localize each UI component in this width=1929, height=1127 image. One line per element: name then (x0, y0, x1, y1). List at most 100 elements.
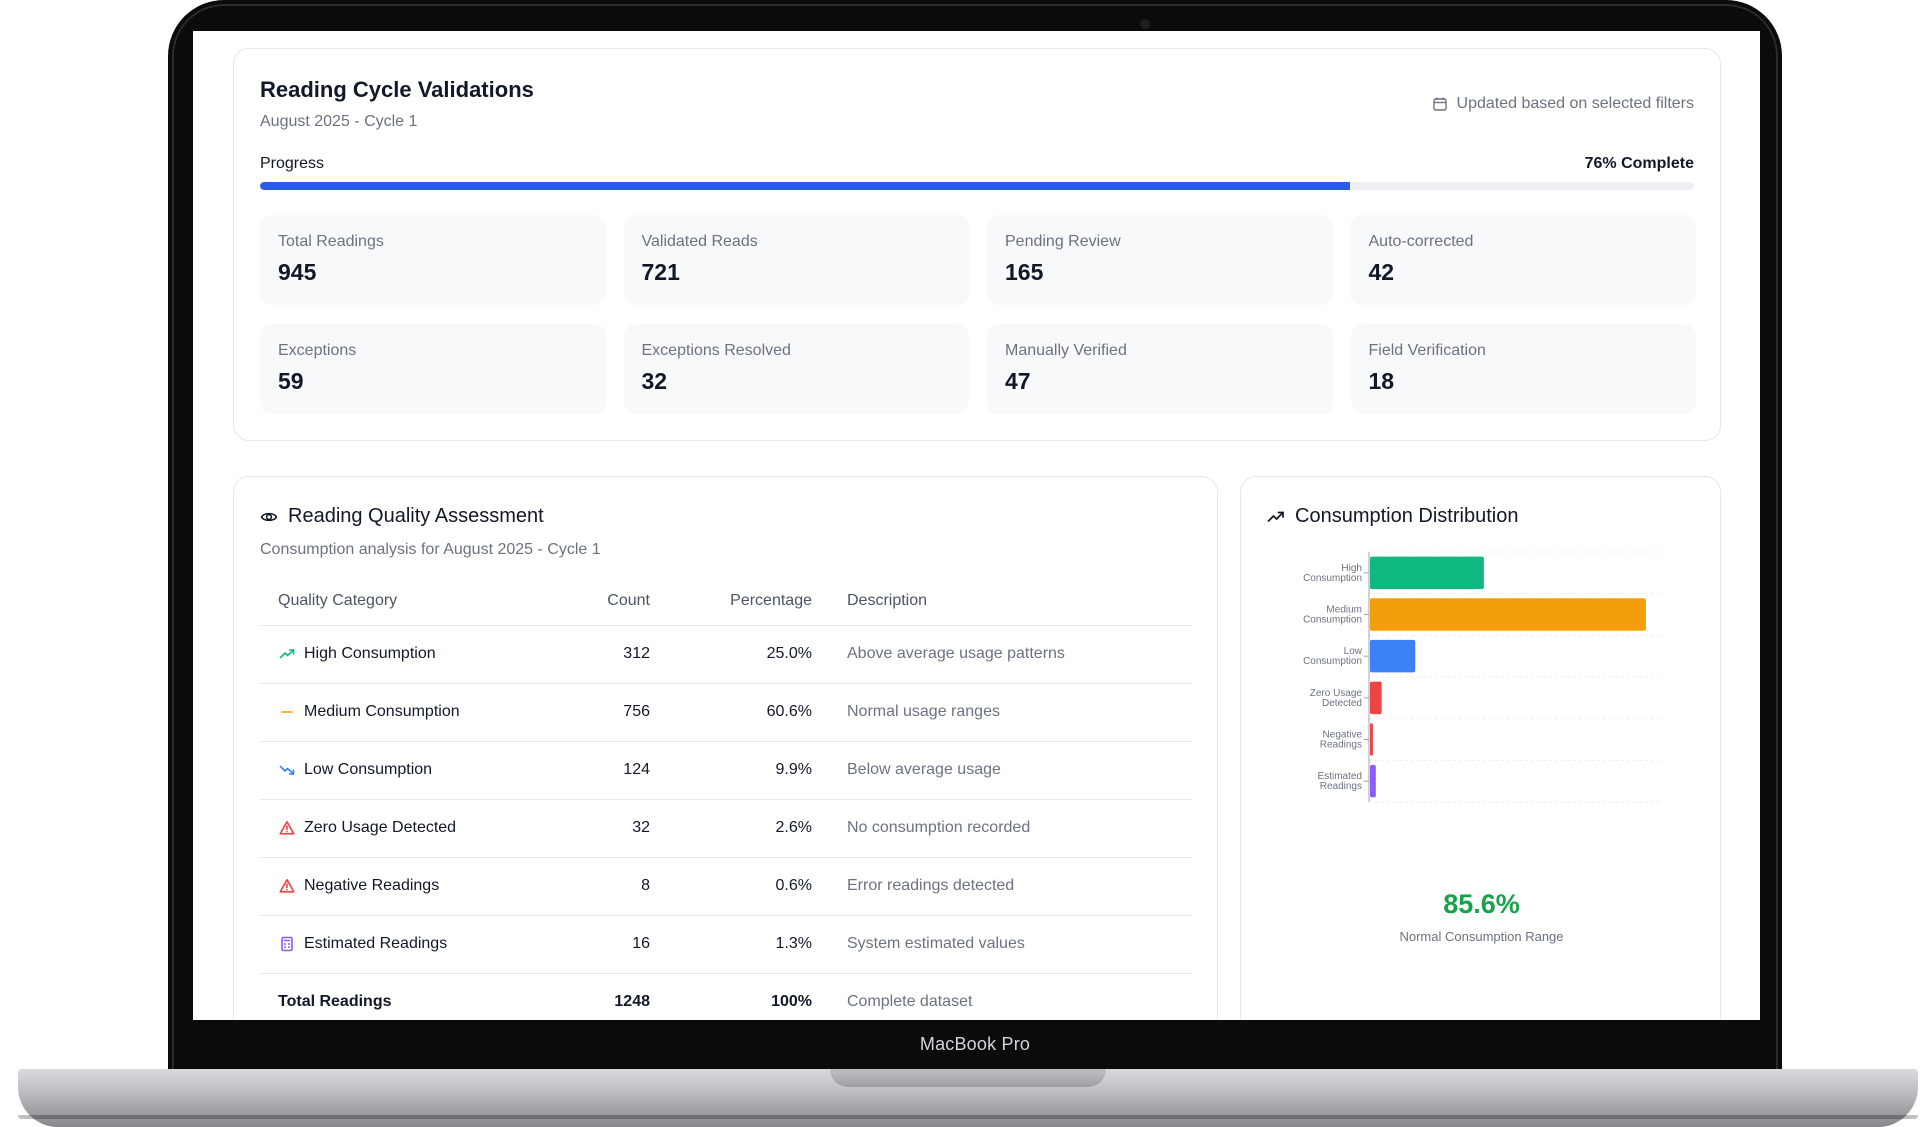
col-header-count[interactable]: Count (560, 577, 650, 626)
laptop-notch (830, 1069, 1106, 1087)
stat-label: Exceptions Resolved (641, 342, 791, 359)
chart-bar[interactable] (1370, 723, 1373, 756)
chart-tick-label: Low Consumption (1303, 646, 1363, 667)
quality-assessment-card: Reading Quality Assessment Consumption a… (233, 476, 1218, 1020)
stat-value: 59 (278, 368, 304, 394)
stat-value: 721 (641, 259, 680, 285)
table-row[interactable]: Zero Usage Detected 32 2.6% No consumption … (260, 799, 1192, 858)
stat-label: Auto-corrected (1368, 233, 1474, 250)
cell-count: 16 (560, 915, 650, 974)
chart-tick-label: Estimated Readings (1318, 771, 1362, 792)
page-title: Reading Cycle Validations (260, 77, 534, 102)
progress-value: 76% Complete (1584, 155, 1694, 172)
total-percentage: 100% (771, 993, 812, 1011)
cell-percentage: 9.9% (650, 741, 812, 800)
category-label: Low Consumption (304, 761, 433, 778)
category-label: High Consumption (304, 645, 436, 662)
col-header-description[interactable]: Description (812, 577, 1192, 626)
chart-bar[interactable] (1370, 598, 1646, 631)
total-count: 1248 (614, 993, 650, 1011)
total-label: Total Readings (278, 993, 392, 1011)
stat-label: Validated Reads (641, 233, 758, 250)
cell-category: Medium Consumption (260, 683, 560, 742)
cell-description: Below average usage (812, 741, 1192, 800)
eye-icon (260, 508, 278, 526)
quality-title: Reading Quality Assessment (260, 505, 544, 528)
distribution-chart: High Consumption Medium Consumption Low Consu… (1303, 551, 1661, 803)
table-row[interactable]: Low Consumption 124 9.9% Below average usag… (260, 741, 1192, 800)
cell-category: Low Consumption (260, 741, 560, 800)
stat-card: Auto-corrected 42 (1350, 215, 1696, 305)
cell-count: 8 (560, 857, 650, 916)
cell-count: 312 (560, 625, 650, 684)
consumption-distribution-card: Consumption Distribution High Consumption… (1240, 476, 1721, 1020)
cell-percentage: 60.6% (650, 683, 812, 742)
chart-bar[interactable] (1370, 764, 1376, 798)
cell-description: No consumption recorded (812, 799, 1192, 858)
trending-up-icon (278, 645, 296, 663)
table-row[interactable]: Estimated Readings 16 1.3% System estimated… (260, 915, 1192, 974)
trending-up-icon (1267, 508, 1285, 526)
screen: Reading Cycle Validations August 2025 - … (193, 31, 1760, 1020)
stat-card: Exceptions 59 (260, 324, 606, 414)
calendar-icon (1431, 95, 1449, 113)
stat-value: 945 (278, 259, 317, 285)
stat-label: Total Readings (278, 233, 384, 250)
cell-description: Normal usage ranges (812, 683, 1192, 742)
distribution-title-text: Consumption Distribution (1295, 505, 1519, 527)
minus-icon (278, 703, 296, 721)
stat-label: Manually Verified (1005, 342, 1127, 359)
stat-card: Pending Review 165 (987, 215, 1333, 305)
cycle-subtitle: August 2025 - Cycle 1 (260, 113, 418, 130)
stat-value: 47 (1005, 368, 1031, 394)
col-header-percentage[interactable]: Percentage (650, 577, 812, 626)
quality-table: Quality Category Count Percentage Descri… (260, 577, 1192, 1020)
chart-tick-label: Negative Readings (1320, 730, 1363, 751)
table-row[interactable]: Medium Consumption 756 60.6% Normal usage r… (260, 683, 1192, 742)
category-label: Estimated Readings (304, 935, 448, 952)
stat-card: Exceptions Resolved 32 (623, 324, 969, 414)
table-row[interactable]: Negative Readings 8 0.6% Error readings det… (260, 857, 1192, 916)
total-description: Complete dataset (847, 993, 973, 1011)
progress-bar-fill (260, 182, 1350, 190)
table-total-row: Total Readings 1248 100% Complete dataset (260, 973, 1192, 1020)
table-row[interactable]: High Consumption 312 25.0% Above average us… (260, 625, 1192, 684)
cell-category: Negative Readings (260, 857, 560, 916)
cell-description: Above average usage patterns (812, 625, 1192, 684)
category-label: Zero Usage Detected (304, 819, 457, 836)
table-header-row: Quality Category Count Percentage Descri… (260, 577, 1192, 626)
distribution-title: Consumption Distribution (1267, 505, 1518, 528)
cell-category: Estimated Readings (260, 915, 560, 974)
cell-percentage: 0.6% (650, 857, 812, 916)
chart-tick-label: Medium Consumption (1303, 605, 1362, 626)
cell-percentage: 25.0% (650, 625, 812, 684)
chart-bar[interactable] (1370, 556, 1484, 590)
progress-label: Progress (260, 155, 325, 172)
cell-category: High Consumption (260, 625, 560, 684)
quality-title-text: Reading Quality Assessment (288, 505, 544, 527)
col-header-category[interactable]: Quality Category (260, 577, 560, 626)
stat-card: Field Verification 18 (1350, 324, 1696, 414)
updated-note-text: Updated based on selected filters (1456, 95, 1694, 112)
progress-bar (260, 182, 1694, 190)
normal-range-value: 85.6% (1443, 889, 1520, 919)
stats-grid: Total Readings 945 Validated Reads 721 Pendi… (260, 215, 1696, 414)
normal-range-caption: Normal Consumption Range (1399, 929, 1564, 944)
cell-category: Zero Usage Detected (260, 799, 560, 858)
reading-cycle-card: Reading Cycle Validations August 2025 - … (233, 48, 1721, 441)
chart-bar[interactable] (1370, 639, 1416, 673)
stat-value: 42 (1368, 259, 1395, 285)
stat-card: Validated Reads 721 (623, 215, 969, 305)
cell-percentage: 1.3% (650, 915, 812, 974)
stat-label: Exceptions (278, 342, 357, 359)
category-label: Medium Consumption (304, 703, 460, 720)
chart-tick-label: High Consumption (1303, 563, 1362, 584)
chart-bar[interactable] (1370, 681, 1382, 715)
cell-description: System estimated values (812, 915, 1192, 974)
alert-triangle-icon (278, 877, 296, 895)
cell-percentage: 2.6% (650, 799, 812, 858)
cell-count: 32 (560, 799, 650, 858)
cell-count: 124 (560, 741, 650, 800)
stat-value: 165 (1005, 259, 1044, 285)
quality-subtitle: Consumption analysis for August 2025 - C… (260, 541, 601, 558)
